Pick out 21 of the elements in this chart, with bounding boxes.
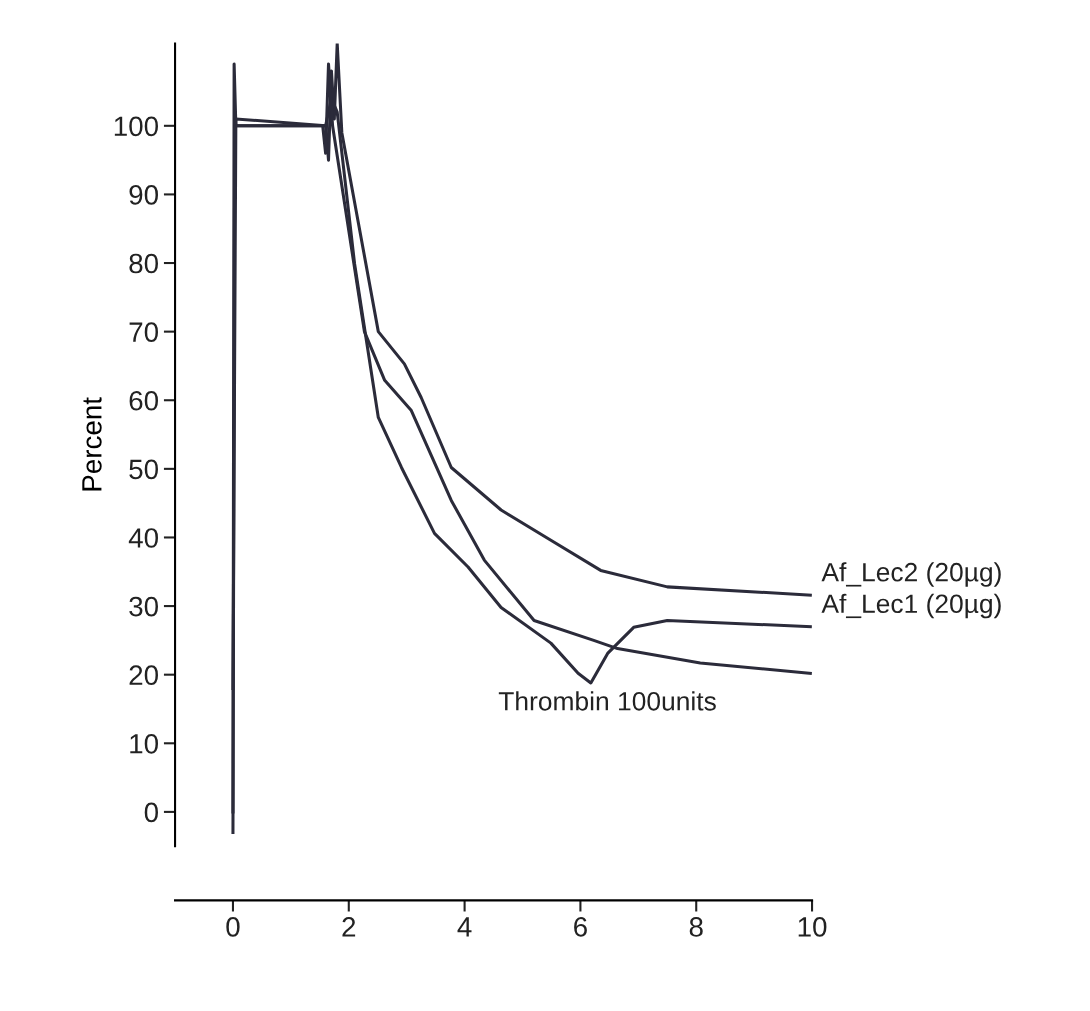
y-tick-label: 30 bbox=[129, 596, 158, 617]
series-label: Af_Lec1 (20µg) bbox=[821, 593, 1001, 619]
y-tick-label: 50 bbox=[129, 459, 158, 480]
y-tick-label: 70 bbox=[129, 322, 158, 342]
y-axis-title: Percent bbox=[82, 397, 102, 491]
y-tick-label: 20 bbox=[129, 665, 158, 686]
x-tick-label: 10 bbox=[798, 917, 827, 937]
x-tick-label: 6 bbox=[574, 917, 587, 937]
x-tick-label: 2 bbox=[342, 917, 356, 937]
y-tick-label: 40 bbox=[128, 528, 158, 548]
y-tick-label: 90 bbox=[129, 185, 158, 205]
y-tick-label: 100 bbox=[114, 116, 158, 137]
annotation: Thrombin 100units bbox=[498, 691, 716, 711]
y-tick-label: 10 bbox=[130, 733, 158, 754]
x-tick-label: 8 bbox=[689, 917, 703, 937]
x-tick-label: 0 bbox=[226, 917, 240, 937]
y-tick-label: 60 bbox=[129, 390, 158, 411]
x-tick-label: 4 bbox=[457, 917, 472, 937]
y-tick-label: 80 bbox=[129, 253, 158, 274]
series-label: Af_Lec2 (20µg) bbox=[821, 562, 1001, 587]
y-tick-label: 0 bbox=[144, 802, 158, 823]
